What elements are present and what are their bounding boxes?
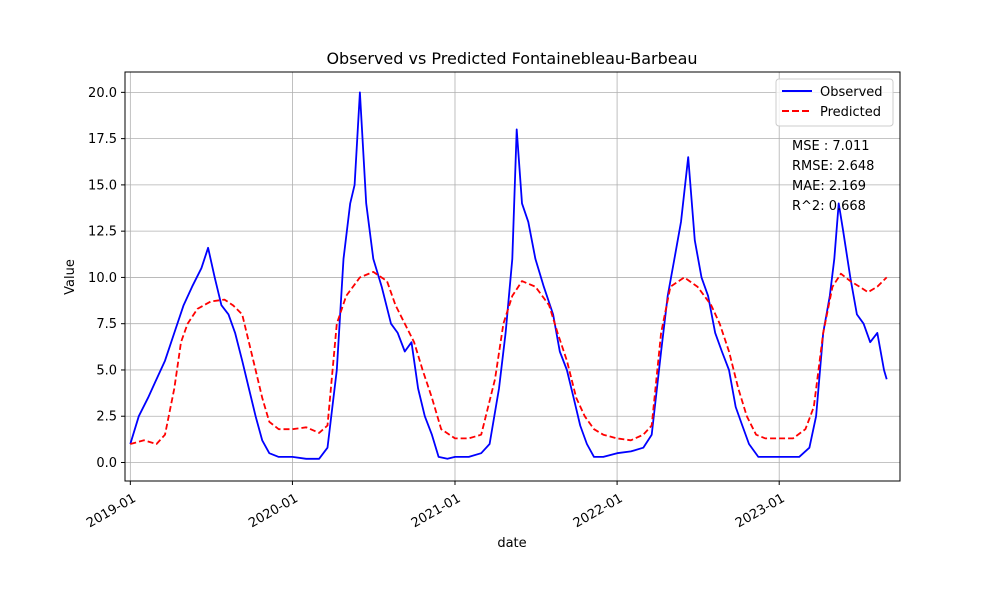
series-line-predicted [130,271,888,445]
metric-mse: MSE : 7.011 [792,139,870,154]
chart-title: Observed vs Predicted Fontainebleau-Barb… [326,49,697,68]
y-axis-label: Value [63,259,78,295]
y-tick-label: 15.0 [88,178,117,193]
legend-observed-label: Observed [820,85,883,100]
x-gridlines [129,72,780,481]
series-line-observed [129,91,888,460]
y-tick-label: 0.0 [96,456,117,471]
series-layer [129,91,888,460]
y-tick-label: 20.0 [88,86,117,101]
metric-rmse: RMSE: 2.648 [792,159,874,174]
legend-predicted-label: Predicted [820,105,881,120]
x-axis-label: date [497,536,526,551]
y-tick-label: 7.5 [96,317,117,332]
y-tick-label: 5.0 [96,363,117,378]
y-tick-label: 2.5 [96,410,117,425]
metric-r2: R^2: 0.668 [792,199,866,214]
plot-frame [124,71,901,482]
y-tick-label: 12.5 [88,225,117,240]
y-tick-label: 10.0 [88,271,117,286]
y-axis-ticks: 0.0 2.5 5.0 7.5 10.0 12.5 15.0 17.5 20.0 [88,86,125,471]
y-tick-label: 17.5 [88,132,117,147]
metrics-annotation: MSE : 7.011 RMSE: 2.648 MAE: 2.169 R^2: … [792,139,874,214]
legend: Observed Predicted [775,78,894,127]
metric-mae: MAE: 2.169 [792,179,866,194]
